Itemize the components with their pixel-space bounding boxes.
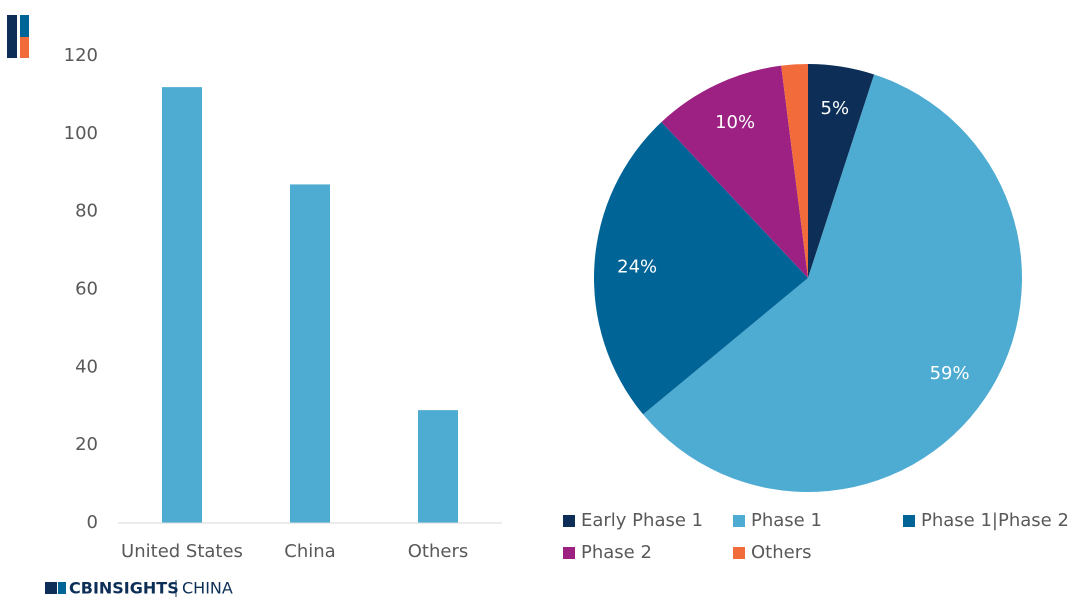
x-tick-label: China xyxy=(284,541,335,562)
y-tick-label: 100 xyxy=(64,123,98,144)
pie-slice xyxy=(661,65,808,278)
data-label: 24% xyxy=(617,256,657,277)
legend-swatch xyxy=(903,515,915,527)
data-label: 59% xyxy=(930,363,970,384)
legend-swatch xyxy=(563,515,575,527)
pie-slice xyxy=(808,64,875,278)
pie-slice xyxy=(781,64,808,278)
logo-bar xyxy=(7,15,17,58)
bar xyxy=(418,410,458,523)
pie-slice xyxy=(643,74,1022,492)
y-tick-label: 40 xyxy=(75,356,98,377)
logo-bar xyxy=(20,37,29,58)
y-tick-label: 0 xyxy=(87,512,98,533)
legend-label: Early Phase 1 xyxy=(581,510,703,531)
data-label: 10% xyxy=(715,112,755,133)
y-tick-label: 120 xyxy=(64,45,98,66)
legend-swatch xyxy=(563,547,575,559)
y-tick-label: 20 xyxy=(75,434,98,455)
data-label: 5% xyxy=(821,98,850,119)
logo-bar xyxy=(20,15,29,37)
footer-icon xyxy=(58,582,66,594)
footer-region: CHINA xyxy=(182,579,233,598)
x-tick-label: United States xyxy=(121,541,243,562)
legend-label: Others xyxy=(751,542,812,563)
legend-label: Phase 1 xyxy=(751,510,822,531)
bar xyxy=(162,87,202,523)
legend-swatch xyxy=(733,515,745,527)
legend-swatch xyxy=(733,547,745,559)
y-tick-label: 60 xyxy=(75,279,98,300)
footer-brand: CBINSIGHTS xyxy=(69,579,179,598)
pie-slice xyxy=(594,122,808,415)
footer-icon xyxy=(45,582,57,594)
legend-label: Phase 1|Phase 2 xyxy=(921,510,1069,531)
legend-label: Phase 2 xyxy=(581,542,652,563)
y-tick-label: 80 xyxy=(75,201,98,222)
x-tick-label: Others xyxy=(408,541,469,562)
bar xyxy=(290,184,330,524)
